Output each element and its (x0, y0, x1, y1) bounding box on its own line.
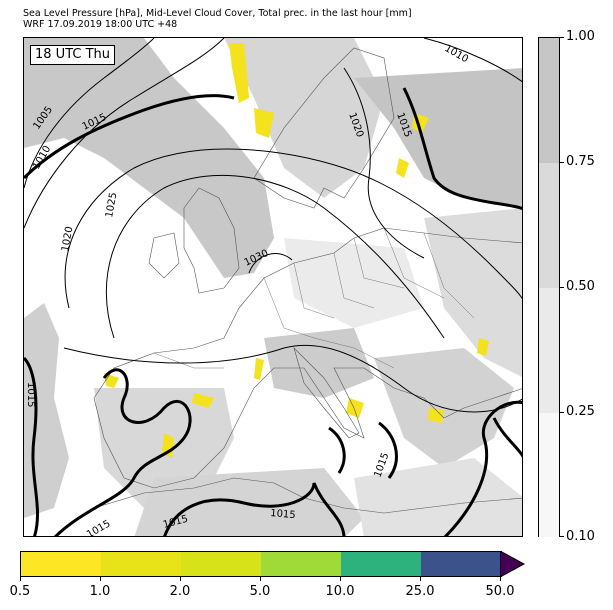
isobar-label: 1015 (270, 508, 296, 521)
cloud-tick-label: 0.10 (566, 529, 595, 544)
cloud-cover-layer (24, 38, 522, 536)
isobar-1030 (248, 253, 293, 274)
weather-map: 1005 1010 1015 1020 1025 1030 1010 1020 … (23, 37, 523, 537)
isobar-1015-se (443, 400, 522, 536)
chart-subtitle: WRF 17.09.2019 18:00 UTC +48 (23, 19, 178, 30)
isobar-1025 (105, 174, 445, 339)
precip-tick-label: 2.0 (169, 584, 191, 599)
precip-segment-2 (101, 552, 181, 576)
cloud-tick (560, 287, 564, 288)
precip-segment-3 (181, 552, 261, 576)
cloud-area-northeast (354, 68, 522, 208)
precip-segment-1 (21, 552, 101, 576)
precip-extend-arrow (500, 551, 526, 577)
cloud-segment-4 (539, 38, 559, 163)
cloud-tick-label: 0.50 (566, 279, 595, 294)
precip-patch (396, 158, 409, 178)
isobar-1015-north (24, 94, 235, 180)
coastline-italy (293, 346, 360, 439)
coastline-ireland (148, 232, 180, 279)
isobar-1010 (24, 38, 225, 229)
precip-tick (260, 577, 261, 581)
precip-patch (428, 408, 444, 423)
cloud-area-west (24, 303, 69, 518)
precip-patch (477, 338, 489, 356)
cloud-tick (560, 536, 564, 537)
cloud-area-east (424, 208, 522, 377)
coastline-scandinavia (253, 47, 395, 209)
isobar-label: 1025 (104, 192, 119, 219)
cloud-area-scandinavia (224, 38, 384, 198)
precip-patch (346, 398, 364, 418)
precip-patch (104, 373, 119, 388)
isobar-1020-north (343, 67, 425, 259)
precip-patch (254, 108, 274, 138)
time-label: 18 UTC Thu (30, 45, 115, 65)
cloud-tick-label: 0.25 (566, 404, 595, 419)
isobar-label: 1010 (443, 43, 471, 65)
isobar-label: 1015 (25, 382, 36, 407)
precip-tick (20, 577, 21, 581)
isobars (24, 38, 522, 413)
precip-tick-label: 0.5 (9, 584, 31, 599)
precip-tick-label: 5.0 (249, 584, 271, 599)
coastlines (93, 47, 522, 514)
isobar-1005 (24, 38, 155, 189)
isobar-label: 1020 (60, 226, 75, 253)
isobar-1015-italy (328, 421, 398, 479)
coastline-uk (183, 187, 240, 294)
cloud-area-atlantic (24, 38, 274, 278)
cloud-tick-label: 1.00 (566, 29, 595, 44)
precip-patch (229, 43, 249, 103)
cloud-area-nafrica (354, 458, 522, 536)
precip-tick-label: 50.0 (485, 584, 515, 599)
isobar-label: 1015 (85, 518, 113, 537)
precip-tick (180, 577, 181, 581)
precip-patch (192, 393, 214, 408)
isobar-1015-west (24, 356, 40, 536)
cloud-area-central (284, 238, 424, 328)
isobar-1020 (64, 148, 522, 309)
precip-segment-6 (421, 552, 501, 576)
cloud-area-south (134, 468, 364, 536)
precip-tick-label: 10.0 (325, 584, 355, 599)
cloud-segment-2 (539, 288, 559, 413)
country-borders (153, 227, 475, 369)
cloud-segment-1 (539, 413, 559, 537)
cloud-tick (560, 162, 564, 163)
isobars-1015 (24, 87, 522, 536)
precip-tick (340, 577, 341, 581)
isobar-1010-ne (423, 38, 522, 83)
precip-tick (420, 577, 421, 581)
isobar-south (63, 344, 522, 413)
cloud-area-alps (264, 328, 374, 398)
map-canvas: 1005 1010 1015 1020 1025 1030 1010 1020 … (24, 38, 522, 537)
cloud-segment-3 (539, 163, 559, 288)
chart-title: Sea Level Pressure [hPa], Mid-Level Clou… (23, 8, 412, 19)
isobar-1015-ne (402, 87, 522, 211)
cloud-tick (560, 37, 564, 38)
precip-tick (500, 577, 501, 581)
precip-tick-label: 25.0 (405, 584, 435, 599)
isobar-1015-east (492, 417, 522, 458)
cloud-cover-colorbar (538, 37, 560, 537)
precipitation-colorbar (20, 551, 502, 577)
precip-patch (254, 358, 264, 380)
cloud-tick-label: 0.75 (566, 154, 595, 169)
cloud-tick (560, 412, 564, 413)
precip-tick-label: 1.0 (89, 584, 111, 599)
precipitation-layer (104, 43, 489, 458)
isobar-1015-iberia (53, 368, 192, 536)
precip-tick (100, 577, 101, 581)
precip-segment-5 (341, 552, 421, 576)
isobar-1015-south (163, 482, 346, 536)
precip-segment-4 (261, 552, 341, 576)
